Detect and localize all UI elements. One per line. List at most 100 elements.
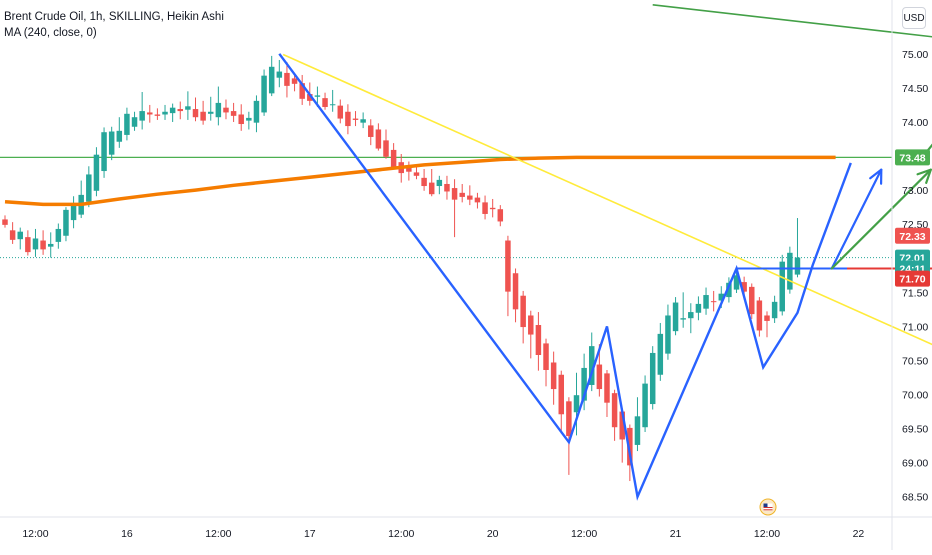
candle-body bbox=[383, 140, 389, 157]
moving-average-layer bbox=[4, 155, 836, 207]
candle-body bbox=[2, 219, 8, 225]
x-tick-label: 12:00 bbox=[571, 528, 597, 540]
x-tick-label: 22 bbox=[853, 528, 865, 540]
candle-body bbox=[421, 177, 427, 187]
currency-button[interactable]: USD bbox=[902, 7, 926, 29]
y-tick-label: 70.00 bbox=[902, 390, 928, 402]
arrow-line bbox=[830, 168, 932, 270]
candle-body bbox=[40, 240, 46, 250]
candle-body bbox=[665, 315, 671, 354]
candle-body bbox=[489, 207, 496, 210]
candle-body bbox=[207, 111, 214, 114]
candle-body bbox=[108, 131, 115, 155]
candle-body bbox=[680, 318, 686, 320]
candle-body bbox=[360, 119, 366, 123]
candle-body bbox=[329, 104, 336, 106]
legend-title[interactable]: Brent Crude Oil, 1h, SKILLING, Heikin As… bbox=[4, 11, 224, 23]
candle-body bbox=[147, 112, 153, 115]
candle-body bbox=[406, 167, 412, 172]
chart-legend: Brent Crude Oil, 1h, SKILLING, Heikin As… bbox=[4, 9, 224, 41]
y-tick-label: 74.50 bbox=[902, 83, 928, 95]
arrow-head bbox=[869, 168, 883, 185]
x-tick-label: 17 bbox=[304, 528, 316, 540]
candle-body bbox=[672, 302, 679, 332]
candle-body bbox=[459, 192, 465, 197]
y-tick-label: 70.50 bbox=[902, 355, 928, 367]
candle-body bbox=[505, 240, 511, 292]
y-tick-label: 69.50 bbox=[902, 424, 928, 436]
price-label-text: 72.33 bbox=[899, 231, 925, 243]
candle-body bbox=[497, 209, 504, 222]
candle-body bbox=[703, 295, 709, 309]
candle-body bbox=[32, 238, 39, 250]
candle-body bbox=[25, 237, 31, 253]
candle-body bbox=[794, 257, 801, 275]
candle-body bbox=[528, 315, 534, 335]
x-tick-label: 12:00 bbox=[205, 528, 231, 540]
candle-body bbox=[428, 182, 435, 195]
candle-body bbox=[611, 393, 618, 428]
x-tick-label: 16 bbox=[121, 528, 133, 540]
trend-line bbox=[282, 53, 932, 346]
candle-body bbox=[512, 273, 519, 310]
candle-body bbox=[558, 374, 565, 415]
candle-body bbox=[619, 411, 625, 440]
y-tick-label: 69.00 bbox=[902, 458, 928, 470]
y-tick-label: 74.00 bbox=[902, 117, 928, 129]
candle-body bbox=[352, 118, 359, 120]
zigzag-pattern-line bbox=[278, 53, 852, 501]
x-tick-label: 20 bbox=[487, 528, 499, 540]
candle-body bbox=[535, 325, 542, 355]
candle-body bbox=[101, 132, 107, 172]
candle-body bbox=[764, 315, 770, 321]
candle-body bbox=[70, 205, 77, 221]
candle-body bbox=[116, 130, 123, 142]
candle-body bbox=[436, 179, 443, 187]
candle-body bbox=[596, 364, 603, 390]
candle-body bbox=[657, 333, 664, 375]
candle-body bbox=[779, 261, 785, 312]
legend-indicator[interactable]: MA (240, close, 0) bbox=[4, 27, 97, 39]
candle-body bbox=[131, 117, 138, 127]
channel-line bbox=[652, 3, 932, 38]
candle-body bbox=[215, 102, 222, 118]
y-tick-label: 68.50 bbox=[902, 492, 928, 504]
candle-body bbox=[307, 94, 313, 101]
candle-body bbox=[139, 111, 145, 121]
price-label-box bbox=[895, 227, 930, 244]
candle-body bbox=[185, 106, 191, 110]
arrow-line bbox=[830, 168, 883, 270]
x-tick-label: 12:00 bbox=[754, 528, 780, 540]
candle-body bbox=[314, 95, 321, 97]
candle-body bbox=[604, 373, 610, 403]
candle-body bbox=[86, 174, 92, 202]
candle-body bbox=[55, 228, 62, 242]
candle-body bbox=[169, 107, 176, 114]
candle-body bbox=[543, 343, 549, 370]
candle-body bbox=[710, 301, 717, 303]
candle-body bbox=[474, 197, 481, 203]
candle-body bbox=[375, 129, 382, 149]
candle-body bbox=[467, 195, 473, 200]
candle-body bbox=[63, 209, 69, 236]
candle-body bbox=[566, 401, 572, 437]
drawings-over bbox=[278, 3, 932, 501]
candle-body bbox=[688, 312, 694, 319]
candle-body bbox=[261, 75, 267, 113]
candle-body bbox=[741, 282, 747, 292]
candle-body bbox=[124, 113, 130, 135]
drawings-under bbox=[0, 156, 892, 259]
candle-body bbox=[520, 295, 526, 328]
candle-body bbox=[291, 78, 298, 84]
candle-body bbox=[268, 66, 275, 94]
candle-body bbox=[230, 111, 237, 116]
candle-body bbox=[337, 105, 344, 119]
candle-body bbox=[573, 395, 580, 413]
candle-body bbox=[756, 300, 763, 331]
candle-body bbox=[93, 154, 100, 191]
candle-body bbox=[733, 275, 740, 290]
candle-body bbox=[642, 383, 648, 428]
